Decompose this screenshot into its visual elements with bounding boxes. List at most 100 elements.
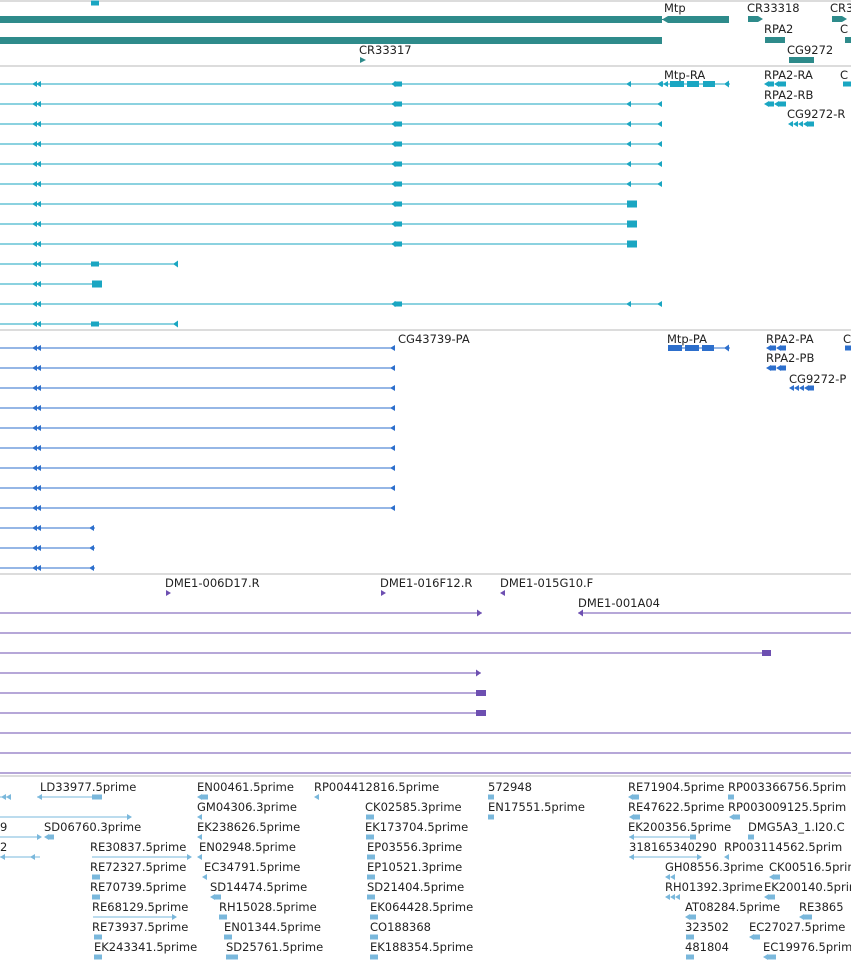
est-label[interactable]: EN01344.5prime xyxy=(224,920,321,934)
transcript-label[interactable]: C xyxy=(840,68,848,82)
est-label[interactable]: SD25761.5prime xyxy=(226,940,323,954)
est-label[interactable]: RP003114562.5prim xyxy=(724,840,842,854)
gene-label[interactable]: CR3 xyxy=(830,1,851,15)
est-label[interactable]: EC34791.5prime xyxy=(204,860,300,874)
est-block[interactable] xyxy=(94,934,102,940)
gene-bar[interactable] xyxy=(0,16,662,23)
est-label[interactable]: CK00516.5prime xyxy=(769,860,851,874)
est-label[interactable]: SD06760.3prime xyxy=(44,820,141,834)
est-label[interactable]: RE47622.5prime xyxy=(628,800,724,814)
est-label[interactable]: GM04306.3prime xyxy=(197,800,297,814)
est-block[interactable] xyxy=(774,874,780,880)
clone-label[interactable]: DME1-001A04 xyxy=(578,596,660,610)
est-block[interactable] xyxy=(367,854,375,860)
est-label[interactable]: GH08556.3prime xyxy=(665,860,764,874)
est-label[interactable]: RH01392.3prime xyxy=(665,880,763,894)
est-block[interactable] xyxy=(92,794,102,800)
est-label[interactable]: 318165340290 xyxy=(629,840,717,854)
transcript-exon[interactable] xyxy=(394,181,402,187)
est-label[interactable]: RE70739.5prime xyxy=(90,880,186,894)
transcript-exon[interactable] xyxy=(394,201,402,207)
transcript-exon[interactable] xyxy=(394,81,402,87)
protein-exon[interactable] xyxy=(702,345,714,351)
est-block[interactable] xyxy=(633,794,639,800)
protein-exon[interactable] xyxy=(770,345,776,351)
est-label[interactable]: RE72327.5prime xyxy=(90,860,186,874)
est-label[interactable]: 2 xyxy=(0,840,7,854)
transcript-exon[interactable] xyxy=(394,221,402,227)
est-label[interactable]: EK188354.5prime xyxy=(370,940,473,954)
gene-cr3-bar[interactable] xyxy=(832,16,842,22)
transcript-label[interactable]: CG9272-R xyxy=(787,107,845,121)
gene-label[interactable]: CR33318 xyxy=(747,1,800,15)
gene-label[interactable]: CR33317 xyxy=(359,43,412,57)
clone-label[interactable]: DME1-016F12.R xyxy=(380,576,472,590)
est-label[interactable]: EC19976.5prime xyxy=(763,940,851,954)
gene-label[interactable]: RPA2 xyxy=(764,22,793,36)
est-label[interactable]: CO188368 xyxy=(370,920,431,934)
est-label[interactable]: EK200140.5prime xyxy=(764,880,851,894)
est-block[interactable] xyxy=(370,914,378,920)
est-label[interactable]: EP03556.3prime xyxy=(367,840,462,854)
est-label[interactable]: 572948 xyxy=(488,780,532,794)
gene-label[interactable]: C xyxy=(840,22,848,36)
est-label[interactable]: RH15028.5prime xyxy=(219,900,317,914)
est-block[interactable] xyxy=(226,954,238,960)
est-label[interactable]: RE68129.5prime xyxy=(92,900,188,914)
protein-label[interactable]: RPA2-PB xyxy=(766,351,814,365)
est-block[interactable] xyxy=(202,794,208,800)
est-block[interactable] xyxy=(488,814,494,820)
clone-label[interactable]: DME1-006D17.R xyxy=(165,576,260,590)
est-label[interactable]: RE30837.5prime xyxy=(90,840,186,854)
est-label[interactable]: EK200356.5prime xyxy=(628,820,731,834)
transcript-exon[interactable] xyxy=(778,101,786,107)
est-label[interactable]: RE73937.5prime xyxy=(92,920,188,934)
protein-exon[interactable] xyxy=(808,385,814,391)
transcript-exon[interactable] xyxy=(807,121,814,127)
transcript-exon[interactable] xyxy=(627,220,637,228)
transcript-exon[interactable] xyxy=(768,101,774,107)
transcript-exon[interactable] xyxy=(91,0,99,6)
gene-bar[interactable] xyxy=(0,37,662,44)
est-block[interactable] xyxy=(734,814,740,820)
est-label[interactable]: CK02585.3prime xyxy=(365,800,462,814)
transcript-exon[interactable] xyxy=(92,280,102,288)
est-block[interactable] xyxy=(768,954,776,960)
est-block[interactable] xyxy=(92,874,100,880)
transcript-exon[interactable] xyxy=(670,81,684,87)
protein-label[interactable]: RPA2-PA xyxy=(766,332,814,346)
est-label[interactable]: EK064428.5prime xyxy=(370,900,473,914)
est-label[interactable]: EC27027.5prime xyxy=(749,920,845,934)
transcript-exon[interactable] xyxy=(91,261,99,267)
est-block[interactable] xyxy=(690,834,696,840)
est-label[interactable]: EN00461.5prime xyxy=(197,780,294,794)
clone-end-block[interactable] xyxy=(476,690,486,696)
est-block[interactable] xyxy=(686,934,694,940)
est-block[interactable] xyxy=(219,914,227,920)
transcript-label[interactable]: RPA2-RB xyxy=(764,88,814,102)
gene-label[interactable]: Mtp xyxy=(664,1,686,15)
est-label[interactable]: EK173704.5prime xyxy=(365,820,468,834)
est-block[interactable] xyxy=(367,874,375,880)
transcript-exon[interactable] xyxy=(687,81,699,87)
gene-label[interactable]: CG9272 xyxy=(787,43,833,57)
est-label[interactable]: 323502 xyxy=(685,920,729,934)
est-block[interactable] xyxy=(488,794,494,800)
est-block[interactable] xyxy=(366,834,374,840)
est-label[interactable]: EN02948.5prime xyxy=(199,840,296,854)
est-label[interactable]: RE3865 xyxy=(799,900,844,914)
protein-exon[interactable] xyxy=(685,345,699,351)
est-label[interactable]: 9 xyxy=(0,820,7,834)
gene-mtp-bar[interactable] xyxy=(668,16,729,23)
est-block[interactable] xyxy=(690,914,696,920)
transcript-exon[interactable] xyxy=(394,301,402,307)
est-block[interactable] xyxy=(94,954,102,960)
protein-label[interactable]: Mtp-PA xyxy=(667,332,707,346)
gene-bar[interactable] xyxy=(845,37,851,43)
est-label[interactable]: DMG5A3_1.I20.C xyxy=(748,820,845,834)
est-block[interactable] xyxy=(224,934,232,940)
est-label[interactable]: EK238626.5prime xyxy=(197,820,300,834)
est-block[interactable] xyxy=(367,894,375,900)
est-block[interactable] xyxy=(754,934,760,940)
est-block[interactable] xyxy=(48,834,54,840)
